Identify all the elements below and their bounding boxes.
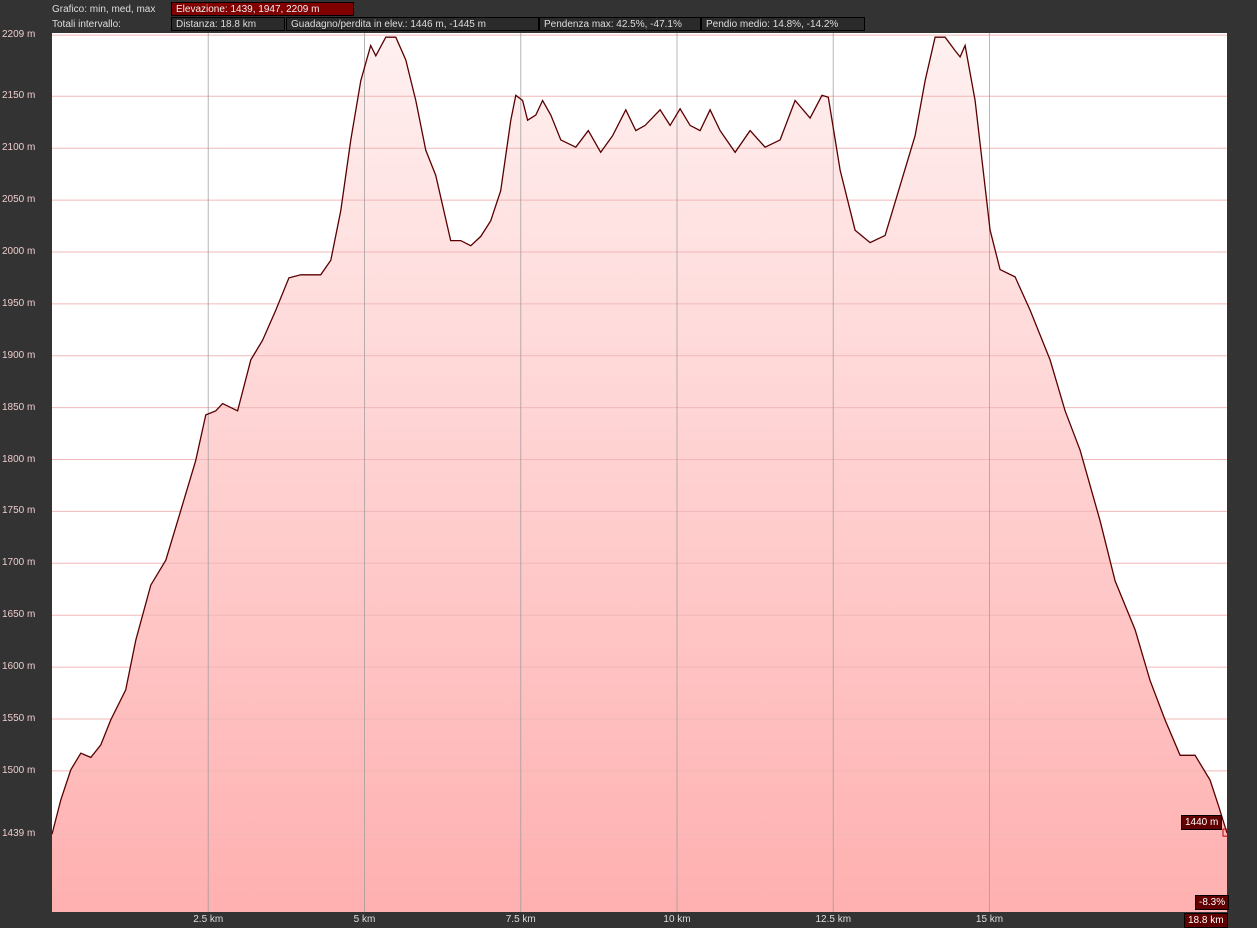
chart-mode-label: Grafico: min, med, max [52,4,156,15]
cursor-marker [1222,828,1227,837]
x-tick-label: 10 km [663,914,691,925]
totals-label: Totali intervallo: [52,19,121,30]
elevation-area [52,37,1227,912]
x-tick-label: 12.5 km [815,914,852,925]
distance-stat: Distanza: 18.8 km [171,17,285,31]
y-tick-label: 1439 m [2,828,36,840]
y-tick-label: 1650 m [2,609,36,621]
y-tick-label: 1850 m [2,401,36,413]
y-tick-label: 1900 m [2,349,36,361]
y-tick-label: 2209 m [2,29,36,41]
y-tick-label: 1600 m [2,661,36,673]
y-tick-label: 2000 m [2,245,36,257]
x-tick-label: 7.5 km [505,914,536,925]
elevation-line [52,36,1227,835]
y-tick-label: 1800 m [2,453,36,465]
y-tick-label: 1500 m [2,764,36,776]
y-tick-label: 1950 m [2,297,36,309]
x-tick-label: 15 km [975,914,1004,925]
max-slope-stat: Pendenza max: 42.5%, -47.1% [539,17,701,31]
elevation-stats[interactable]: Elevazione: 1439, 1947, 2209 m [171,2,354,16]
y-tick-label: 2100 m [2,142,36,154]
y-tick-label: 2150 m [2,90,36,102]
y-tick-label: 1700 m [2,557,36,569]
x-tick-label: 2.5 km [193,914,224,925]
y-tick-label: 2050 m [2,194,36,206]
cursor-elevation-tag: 1440 m [1181,815,1223,830]
cursor-slope-tag: -8.3% [1195,895,1230,910]
y-tick-label: 1550 m [2,712,36,724]
x-tick-label: 5 km [353,914,376,925]
avg-slope-stat: Pendio medio: 14.8%, -14.2% [701,17,865,31]
cursor-distance-tag: 18.8 km [1184,913,1228,928]
y-tick-label: 1750 m [2,505,36,517]
gain-loss-stat: Guadagno/perdita in elev.: 1446 m, -1445… [286,17,539,31]
elevation-chart[interactable] [52,33,1227,912]
